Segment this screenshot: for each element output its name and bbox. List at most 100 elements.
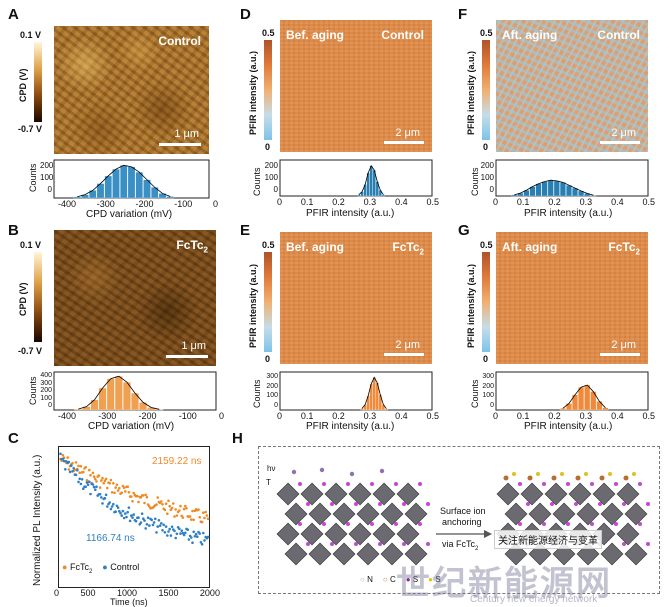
panel-g-pfir-map: Aft. aging FcTc2 2 μm xyxy=(496,232,648,364)
panel-b-cbar-bottom: -0.7 V xyxy=(18,346,43,356)
pl-decay-point xyxy=(118,486,121,490)
pl-decay-point xyxy=(72,467,75,470)
atom-s xyxy=(298,522,302,526)
pl-decay-point xyxy=(131,500,134,503)
pl-decay-point xyxy=(145,523,149,526)
hist-bar xyxy=(106,378,115,411)
hist-bar xyxy=(139,402,147,411)
molecule-atom xyxy=(575,475,581,481)
legend-control: ● Control xyxy=(102,562,140,572)
hist-bar xyxy=(127,166,136,199)
panel-g-xtick: 0 xyxy=(493,411,499,421)
hist-bar xyxy=(166,196,174,199)
octahedron xyxy=(528,502,552,526)
octahedron xyxy=(284,542,308,566)
panel-e-xtick: 0.3 xyxy=(363,411,377,421)
pl-decay-point xyxy=(127,491,131,494)
pl-decay-point xyxy=(178,527,181,531)
pl-decay-point xyxy=(91,483,95,486)
panel-g-histogram xyxy=(495,371,649,411)
pl-decay-point xyxy=(112,482,115,485)
octahedron xyxy=(276,482,300,506)
pl-decay-point xyxy=(160,500,163,503)
panel-g-yticks: 300 200 100 0 xyxy=(478,372,494,410)
hist-bar xyxy=(360,408,364,411)
pl-decay-point xyxy=(124,490,127,493)
atom-s xyxy=(590,522,594,526)
pl-decay-point xyxy=(182,533,186,537)
pl-decay-point xyxy=(128,519,132,523)
hist-bar xyxy=(535,183,542,197)
octahedron xyxy=(300,482,324,506)
octahedron xyxy=(504,502,528,526)
panel-f-cbar-bottom: 0 xyxy=(483,142,489,152)
panel-h-arrow xyxy=(436,530,492,538)
watermark-big-text: 世纪新能源网 xyxy=(396,565,612,603)
pl-decay-point xyxy=(74,473,78,477)
panel-e-hist-xlabel: PFIR intensity (a.u.) xyxy=(306,421,395,432)
atom-s xyxy=(622,502,626,506)
panel-g-xtick: 0.3 xyxy=(579,411,593,421)
pl-decay-point xyxy=(134,519,138,523)
panel-c-xtick: 2000 xyxy=(199,588,220,598)
ion-atom xyxy=(349,471,355,477)
panel-e-ytick: 0 xyxy=(274,401,278,409)
hist-bar xyxy=(155,409,164,411)
panel-b-xtick: -300 xyxy=(98,411,117,421)
pl-decay-point xyxy=(140,512,144,515)
panel-b-histogram xyxy=(53,371,217,411)
panel-c-decay-plot xyxy=(58,446,210,588)
pl-decay-point xyxy=(168,504,171,508)
panel-e-scalebar xyxy=(384,353,424,356)
pl-decay-point xyxy=(102,481,105,485)
pl-decay-point xyxy=(100,479,103,482)
pl-decay-point xyxy=(98,486,102,489)
pl-decay-point xyxy=(104,477,108,481)
panel-b-sample-label: FcTc2 xyxy=(176,238,208,255)
panel-f-xticks: 0 0.1 0.2 0.3 0.4 0.5 xyxy=(493,197,655,207)
pl-decay-point xyxy=(144,493,147,497)
pl-decay-point xyxy=(66,456,69,459)
pl-decay-point xyxy=(154,517,157,521)
pl-decay-point xyxy=(166,534,169,537)
pl-decay-point xyxy=(100,496,103,499)
hist-bar xyxy=(369,165,373,197)
atom-s xyxy=(598,502,602,506)
pl-decay-point xyxy=(161,529,164,532)
panel-d-xtick: 0.4 xyxy=(395,197,408,207)
atom-s xyxy=(322,522,326,526)
panel-f-cbar-axis: PFIR intensity (a.u.) xyxy=(466,50,476,135)
pl-decay-point xyxy=(77,480,80,484)
panel-d-xtick: 0.3 xyxy=(363,197,377,207)
atom-s xyxy=(346,482,350,486)
panel-h-perovskite-left xyxy=(276,467,430,566)
octahedron xyxy=(396,482,420,506)
panel-g-scalebar xyxy=(600,353,640,356)
pl-decay-point xyxy=(120,491,123,494)
octahedron xyxy=(348,522,372,546)
octahedron xyxy=(332,502,356,526)
panel-a-xtick: -100 xyxy=(174,199,193,209)
panel-a-histogram xyxy=(53,159,210,199)
panel-g-scale-text: 2 μm xyxy=(611,339,636,351)
pl-decay-point xyxy=(112,502,115,506)
pl-decay-point xyxy=(94,477,97,481)
pl-decay-point xyxy=(193,535,197,538)
atom-s xyxy=(370,522,374,526)
gaussian-fit xyxy=(77,164,171,198)
octahedron xyxy=(396,522,420,546)
atom-s xyxy=(394,522,398,526)
hist-bar xyxy=(112,168,120,199)
panel-a-ytick: 100 xyxy=(40,173,54,182)
panel-d-histogram xyxy=(279,159,433,197)
panel-g-xticks: 0 0.1 0.2 0.3 0.4 0.5 xyxy=(493,411,655,421)
panel-e-letter: E xyxy=(240,222,251,239)
hist-frame xyxy=(495,159,649,197)
pl-decay-point xyxy=(144,527,147,530)
pl-decay-point xyxy=(167,530,170,533)
pl-decay-point xyxy=(114,510,117,513)
pl-decay-point xyxy=(198,532,201,535)
hist-bar xyxy=(559,182,566,197)
pl-decay-point xyxy=(88,480,91,484)
pl-decay-point xyxy=(67,460,71,464)
